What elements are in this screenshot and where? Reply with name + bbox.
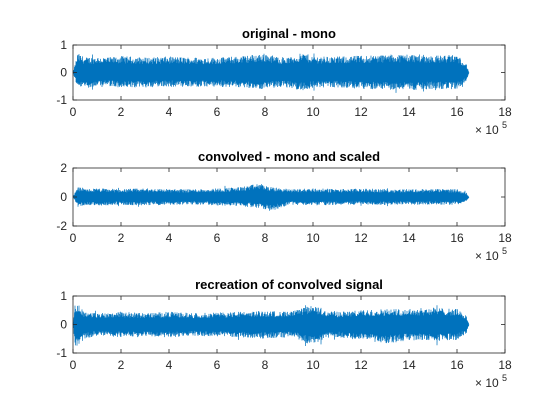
subplot-title: recreation of convolved signal <box>195 277 383 292</box>
y-tick-label: 0 <box>60 66 67 80</box>
x-axis-multiplier-exponent: 5 <box>502 120 507 130</box>
subplot-title: original - mono <box>242 26 336 41</box>
x-tick-label: 14 <box>402 105 416 119</box>
signal-waveform-1 <box>72 53 470 93</box>
x-axis-multiplier: × 10 <box>475 376 499 390</box>
x-tick-label: 12 <box>354 358 368 372</box>
x-tick-label: 6 <box>214 231 221 245</box>
x-tick-label: 12 <box>354 231 368 245</box>
x-tick-label: 2 <box>118 358 125 372</box>
subplot-title: convolved - mono and scaled <box>198 149 380 164</box>
x-axis-multiplier: × 10 <box>475 249 499 263</box>
x-tick-label: 10 <box>306 105 320 119</box>
x-tick-label: 14 <box>402 358 416 372</box>
x-tick-label: 8 <box>262 358 269 372</box>
x-tick-label: 18 <box>498 231 512 245</box>
x-tick-label: 6 <box>214 105 221 119</box>
signal-waveform-1 <box>72 184 470 211</box>
x-tick-label: 18 <box>498 358 512 372</box>
x-tick-label: 8 <box>262 105 269 119</box>
x-axis-multiplier: × 10 <box>475 123 499 137</box>
y-tick-label: 1 <box>60 38 67 52</box>
x-tick-label: 10 <box>306 358 320 372</box>
y-tick-label: -1 <box>56 93 67 107</box>
x-tick-label: 4 <box>166 231 173 245</box>
x-tick-label: 18 <box>498 105 512 119</box>
x-tick-label: 10 <box>306 231 320 245</box>
signal-waveform-1 <box>72 305 470 346</box>
x-tick-label: 2 <box>118 105 125 119</box>
x-tick-label: 16 <box>450 231 464 245</box>
y-tick-label: 1 <box>60 289 67 303</box>
x-tick-label: 0 <box>70 231 77 245</box>
y-tick-label: 2 <box>60 161 67 175</box>
x-tick-label: 4 <box>166 105 173 119</box>
x-tick-label: 0 <box>70 105 77 119</box>
x-tick-label: 16 <box>450 358 464 372</box>
x-tick-label: 0 <box>70 358 77 372</box>
x-tick-label: 12 <box>354 105 368 119</box>
x-tick-label: 8 <box>262 231 269 245</box>
x-axis-multiplier-exponent: 5 <box>502 246 507 256</box>
y-tick-label: 0 <box>60 190 67 204</box>
y-tick-label: -1 <box>56 346 67 360</box>
x-tick-label: 2 <box>118 231 125 245</box>
x-tick-label: 16 <box>450 105 464 119</box>
x-tick-label: 6 <box>214 358 221 372</box>
x-tick-label: 14 <box>402 231 416 245</box>
y-tick-label: -2 <box>56 219 67 233</box>
x-tick-label: 4 <box>166 358 173 372</box>
y-tick-label: 0 <box>60 318 67 332</box>
x-axis-multiplier-exponent: 5 <box>502 373 507 383</box>
